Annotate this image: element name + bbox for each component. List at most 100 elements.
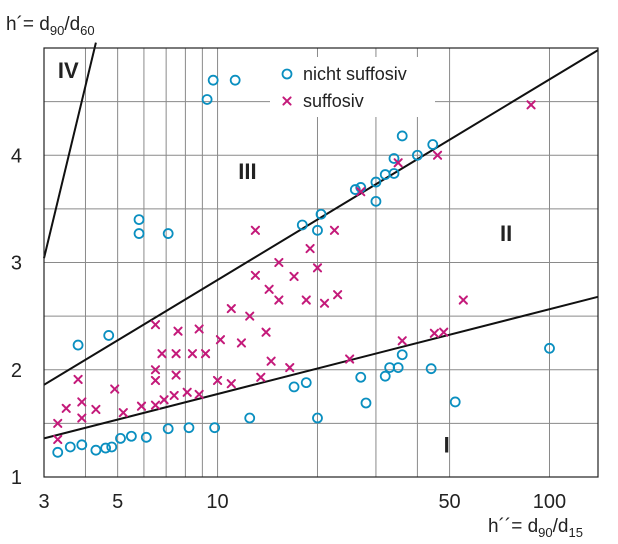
legend: nicht suffosiv suffosiv — [270, 57, 435, 117]
data-point-circle — [106, 441, 118, 453]
data-point-cross — [212, 375, 223, 386]
data-point-cross — [397, 336, 407, 346]
data-point-circle — [288, 381, 300, 393]
region-label: I — [444, 432, 450, 457]
region-label: IV — [58, 58, 79, 83]
data-point-circle — [312, 224, 323, 236]
data-point-cross — [245, 311, 255, 321]
data-point-circle — [52, 446, 64, 458]
tick-labels: 3 5 10 50 100 1 2 3 4 — [11, 145, 566, 513]
data-point-cross — [157, 349, 167, 359]
legend-label-suffosiv: suffosiv — [303, 91, 364, 111]
legend-box — [270, 57, 435, 117]
region-label: II — [500, 221, 512, 246]
data-point-cross — [53, 434, 63, 445]
data-point-cross — [171, 349, 181, 359]
y-tick-label: 2 — [11, 360, 22, 382]
data-point-circle — [162, 228, 174, 239]
x-tick-label: 3 — [38, 491, 49, 513]
region-label: III — [238, 159, 256, 184]
data-point-circle — [103, 330, 115, 341]
boundary-line — [43, 49, 599, 386]
data-point-circle — [140, 431, 152, 443]
data-point-circle — [133, 228, 145, 239]
data-point-cross — [285, 363, 295, 373]
data-point-cross — [150, 365, 161, 375]
plot-frame — [43, 47, 599, 478]
data-point-cross — [215, 335, 226, 345]
data-point-cross — [226, 379, 236, 389]
data-point-cross — [250, 270, 260, 280]
legend-cross-marker — [282, 96, 292, 106]
data-point-cross — [274, 257, 284, 268]
data-point-circle — [229, 74, 241, 86]
data-point-circle — [72, 339, 84, 351]
data-point-circle — [370, 195, 382, 207]
data-point-circle — [76, 439, 88, 451]
data-point-cross — [194, 389, 204, 400]
data-point-cross — [264, 284, 274, 294]
data-point-cross — [182, 387, 192, 397]
y-tick-label: 4 — [11, 145, 22, 167]
data-point-cross — [171, 370, 181, 380]
data-point-cross — [356, 187, 366, 197]
data-point-circle — [388, 153, 400, 164]
legend-label-nicht-suffosiv: nicht suffosiv — [303, 64, 407, 84]
data-point-circle — [90, 444, 102, 456]
data-point-cross — [77, 397, 87, 407]
data-point-cross — [526, 100, 536, 110]
data-point-circle — [201, 94, 213, 105]
data-point-circle — [312, 412, 323, 424]
data-point-circle — [427, 139, 439, 150]
data-point-circle — [544, 342, 555, 354]
data-point-cross — [118, 408, 128, 418]
data-point-cross — [169, 390, 179, 401]
data-point-circle — [125, 430, 137, 442]
boundary-line — [43, 295, 599, 440]
data-point-circle — [209, 422, 221, 434]
x-tick-label: 10 — [206, 491, 228, 513]
data-point-cross — [312, 263, 323, 273]
data-point-circle — [412, 149, 423, 161]
data-point-cross — [159, 395, 169, 405]
data-point-cross — [250, 225, 260, 235]
data-point-cross — [150, 400, 161, 410]
data-point-circle — [379, 370, 391, 382]
data-point-cross — [305, 243, 315, 254]
boundary-lines — [43, 42, 599, 440]
data-points — [52, 74, 555, 458]
data-point-cross — [301, 295, 311, 305]
data-point-cross — [319, 298, 330, 308]
data-point-cross — [236, 338, 247, 348]
data-point-circle — [64, 441, 76, 453]
data-point-cross — [136, 401, 147, 411]
data-point-circle — [133, 214, 145, 226]
data-point-circle — [207, 74, 219, 86]
data-point-cross — [150, 375, 161, 386]
x-tick-label: 100 — [533, 491, 566, 513]
x-axis-title: h´´= d90/d15 — [488, 516, 583, 540]
data-point-circle — [315, 208, 327, 220]
data-point-cross — [150, 320, 161, 330]
data-point-cross — [187, 349, 198, 359]
data-point-circle — [396, 349, 408, 361]
data-point-circle — [100, 442, 112, 454]
data-point-cross — [226, 304, 236, 314]
y-axis-title: h´= d90/d60 — [6, 14, 95, 38]
data-point-cross — [458, 295, 468, 305]
data-point-cross — [194, 324, 204, 334]
data-point-cross — [53, 418, 63, 428]
x-tick-label: 50 — [438, 491, 460, 513]
data-point-cross — [256, 372, 266, 382]
data-point-circle — [296, 219, 308, 231]
data-point-cross — [200, 349, 211, 359]
data-point-cross — [432, 150, 443, 160]
data-point-cross — [91, 404, 101, 415]
data-point-cross — [429, 328, 439, 338]
data-point-cross — [345, 354, 355, 364]
data-point-cross — [73, 374, 83, 385]
data-point-circle — [244, 412, 256, 424]
data-point-circle — [396, 130, 408, 142]
